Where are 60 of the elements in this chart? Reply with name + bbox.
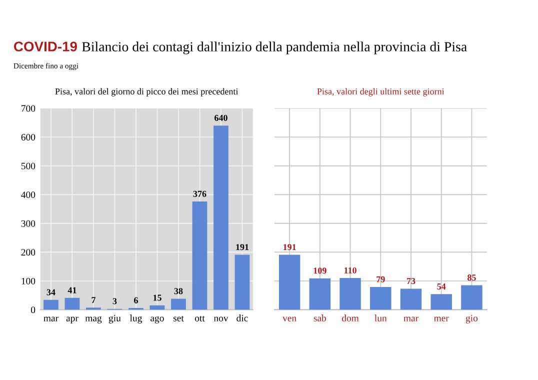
data-label: 15 [153, 294, 162, 301]
y-tick-label: 200 [21, 249, 36, 256]
x-tick-label: ott [194, 316, 205, 322]
chart-title: Pisa, valori del giorno di picco dei mesi precedenti [55, 88, 238, 96]
bar [400, 288, 422, 310]
bar [192, 202, 208, 310]
data-label: 54 [437, 284, 446, 290]
text: Bilancio dei contagi dall'inizio della pandemia nella provincia di Pisa [82, 42, 467, 54]
bar [234, 254, 250, 310]
x-tick-label: set [173, 316, 184, 322]
data-label: 79 [376, 276, 385, 282]
x-tick-label: mar [44, 316, 58, 322]
y-tick-label: 0 [31, 306, 36, 314]
y-tick-label: 100 [22, 278, 36, 284]
data-label: 6 [134, 297, 138, 304]
y-tick-label: 700 [22, 105, 36, 112]
x-tick-label: mag [85, 316, 102, 324]
x-tick-label: gio [466, 314, 478, 324]
x-tick-label: sab [314, 314, 326, 322]
data-label: 34 [46, 289, 56, 296]
bar [461, 285, 482, 310]
data-label: 85 [467, 274, 476, 281]
text: COVID-19 [14, 42, 77, 52]
bar [214, 126, 228, 310]
bar [370, 286, 392, 310]
bar [340, 278, 361, 310]
data-label: 38 [174, 288, 183, 294]
data-label: 191 [284, 244, 296, 250]
data-label: 376 [193, 190, 206, 197]
x-tick-label: nov [214, 316, 228, 322]
y-tick-label: 400 [21, 192, 36, 198]
x-tick-label: mer [434, 316, 449, 322]
y-tick-label: 600 [21, 134, 36, 141]
x-tick-label: mar [404, 316, 418, 322]
data-label: 41 [68, 287, 76, 294]
x-tick-label: lug [130, 314, 142, 324]
bar [150, 305, 165, 310]
data-label: 110 [344, 267, 356, 274]
bar [44, 300, 58, 310]
data-label: 191 [236, 244, 249, 250]
bar [430, 294, 452, 310]
x-tick-label: lun [374, 314, 387, 322]
bar [309, 278, 331, 310]
x-tick-label: dom [342, 314, 359, 322]
data-label: 3 [112, 298, 117, 304]
x-tick-label: ago [150, 316, 164, 324]
y-tick-label: 300 [21, 220, 36, 227]
chart-title: Pisa, valori degli ultimi sette giorni [317, 88, 444, 96]
bar [278, 254, 300, 310]
bar [171, 298, 186, 310]
data-label: 73 [406, 278, 416, 284]
x-tick-label: giu [108, 314, 121, 324]
x-tick-label: apr [66, 316, 78, 324]
x-tick-label: dic [236, 314, 248, 322]
data-label: 640 [214, 114, 228, 121]
y-tick-label: 500 [21, 162, 36, 170]
data-label: 109 [314, 268, 326, 274]
bar [64, 298, 80, 310]
data-label: 7 [92, 297, 96, 303]
x-tick-label: ven [282, 316, 296, 322]
